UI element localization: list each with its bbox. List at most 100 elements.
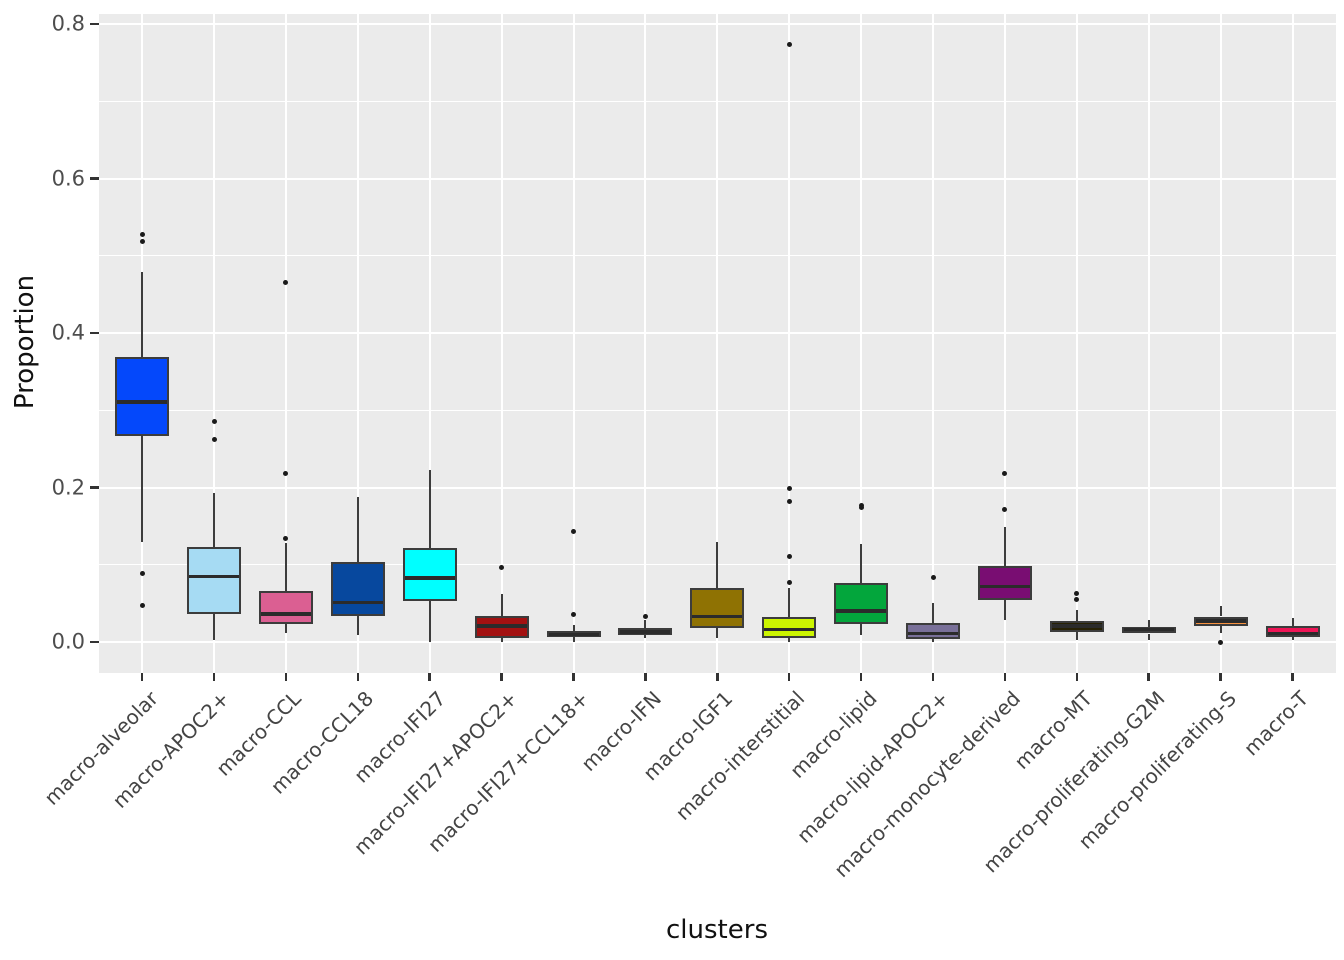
x-tick-mark <box>1147 673 1150 681</box>
grid-major-x <box>788 14 791 673</box>
whisker-lower <box>356 615 359 636</box>
boxplot-macro-T <box>1265 625 1320 637</box>
whisker-lower <box>1219 625 1222 634</box>
y-tick-label: 0.4 <box>51 320 85 345</box>
median-line <box>1123 627 1174 632</box>
y-tick-mark <box>90 22 99 26</box>
whisker-lower <box>284 624 287 634</box>
whisker-upper <box>1147 619 1150 627</box>
y-axis-title: Proportion <box>10 274 40 410</box>
outlier-point <box>1002 471 1008 477</box>
x-tick-mark <box>716 673 719 681</box>
grid-major-x <box>716 14 719 673</box>
boxplot-macro-monocyte-derived <box>977 566 1032 601</box>
outlier-point <box>211 419 217 425</box>
y-tick-label: 0.8 <box>51 11 85 36</box>
x-tick-mark <box>1075 673 1079 681</box>
grid-major-x <box>213 14 215 673</box>
whisker-upper <box>213 492 215 547</box>
median-line <box>260 612 311 616</box>
whisker-upper <box>428 469 431 548</box>
boxplot-macro-IGF1 <box>690 587 745 629</box>
grid-major-x <box>500 14 503 673</box>
median-line <box>836 609 887 613</box>
y-tick-mark <box>90 486 99 489</box>
whisker-lower <box>428 601 431 642</box>
median-line <box>620 630 671 634</box>
whisker-upper <box>500 594 503 616</box>
y-tick-label: 0.6 <box>51 166 85 190</box>
x-tick-mark <box>644 673 647 681</box>
outlier-point <box>858 505 864 511</box>
whisker-upper <box>572 625 575 632</box>
grid-major-x <box>284 14 287 673</box>
whisker-upper <box>141 271 144 357</box>
whisker-lower <box>860 624 863 636</box>
grid-major-x <box>1219 14 1222 673</box>
whisker-lower <box>1075 631 1078 641</box>
whisker-upper <box>716 542 719 588</box>
x-tick-mark <box>140 673 144 681</box>
grid-major-x <box>1291 14 1294 673</box>
boxplot-macro-CCL18 <box>330 562 385 616</box>
outlier-point <box>1002 507 1008 513</box>
whisker-lower <box>644 635 647 639</box>
median-line <box>1195 619 1246 623</box>
whisker-lower <box>1147 633 1150 641</box>
whisker-lower <box>1003 600 1006 620</box>
y-tick-label: 0.2 <box>51 475 85 499</box>
median-line <box>332 600 383 605</box>
outlier-point <box>139 238 145 244</box>
median-line <box>476 624 527 628</box>
whisker-lower <box>716 628 719 639</box>
outlier-point <box>786 580 792 586</box>
whisker-lower <box>932 638 934 642</box>
y-tick-mark <box>90 177 99 180</box>
whisker-lower <box>788 638 791 642</box>
median-line <box>1051 624 1102 628</box>
x-tick-label: macro-T <box>1238 686 1313 761</box>
grid-major-x <box>428 14 431 673</box>
median-line <box>548 632 599 637</box>
median-line <box>117 400 168 404</box>
whisker-upper <box>644 620 647 629</box>
outlier-point <box>642 614 648 619</box>
x-tick-mark <box>1291 673 1294 681</box>
y-tick-label: 0.0 <box>51 629 85 654</box>
median-line <box>692 614 743 619</box>
outlier-point <box>786 42 792 48</box>
grid-major-x <box>644 14 647 673</box>
boxplot-macro-alveolar <box>115 356 170 436</box>
whisker-lower <box>141 435 144 542</box>
x-tick-mark <box>356 673 360 681</box>
whisker-upper <box>1219 606 1222 617</box>
grid-major-x <box>1075 14 1078 673</box>
grid-major-x <box>1147 14 1150 673</box>
grid-major-x <box>356 14 359 673</box>
outlier-point <box>1074 597 1080 602</box>
boxplot-macro-lipid <box>834 583 889 625</box>
outlier-point <box>211 437 217 443</box>
x-tick-mark <box>284 673 288 681</box>
grid-major-x <box>572 14 575 673</box>
outlier-point <box>786 485 792 491</box>
x-tick-label: macro-interstitial <box>670 686 810 825</box>
whisker-upper <box>932 602 934 623</box>
boxplot-macro-IFI27 <box>402 547 457 602</box>
x-tick-mark <box>1219 673 1222 681</box>
outlier-point <box>1218 639 1224 645</box>
whisker-upper <box>788 587 791 617</box>
grid-major-x <box>932 14 934 673</box>
x-tick-mark <box>428 673 431 681</box>
x-tick-mark <box>931 673 935 681</box>
whisker-upper <box>1291 618 1294 626</box>
whisker-upper <box>1075 610 1078 622</box>
outlier-point <box>139 570 145 576</box>
x-tick-mark <box>1003 673 1007 681</box>
median-line <box>764 627 815 632</box>
outlier-point <box>571 529 576 535</box>
outlier-point <box>283 535 289 541</box>
x-tick-mark <box>212 673 216 681</box>
median-line <box>908 631 958 636</box>
outlier-point <box>499 565 505 571</box>
